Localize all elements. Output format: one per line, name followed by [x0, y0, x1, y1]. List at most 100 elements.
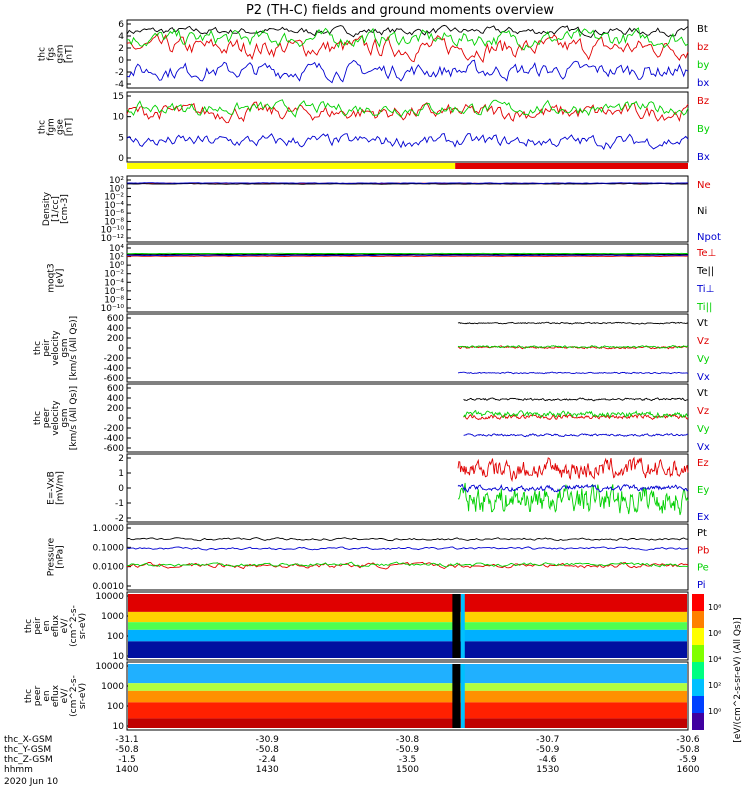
y-tick-label: 10⁻⁴ — [104, 201, 124, 211]
spectrogram-gap — [460, 664, 465, 728]
colorbar-segment — [692, 662, 704, 679]
panel-fgs: 6 4 2 0 -2 -4 thc fgs gsm [nT] Bt bz by bx — [38, 19, 709, 90]
legend-Npot: Npot — [697, 232, 721, 243]
legend-by: by — [697, 60, 709, 71]
y-tick-label: 0.1000 — [93, 543, 125, 553]
y-tick-label: 10⁻⁸ — [104, 217, 124, 227]
series-line-Vx — [458, 371, 689, 375]
y-axis-label: eflux — [51, 684, 61, 707]
y-tick-label: 1.0000 — [93, 524, 125, 534]
series-line-Vt — [463, 397, 688, 402]
panel-frame — [126, 243, 689, 313]
y-axis-label: peir — [42, 339, 52, 357]
mode-bar-fast — [455, 163, 688, 169]
y-tick-label: 6 — [118, 20, 124, 30]
series-line-Pt — [126, 537, 689, 542]
y-axis-label: velocity — [51, 400, 61, 436]
xaxis-value: 1530 — [536, 765, 559, 775]
y-tick-label: 10⁻⁴ — [104, 278, 124, 288]
spectrogram-gap — [452, 664, 461, 728]
y-tick-label: 600 — [107, 384, 124, 394]
y-tick-label: 15 — [113, 92, 124, 102]
y-tick-label: 10⁰ — [109, 184, 124, 194]
spectrogram-band — [128, 690, 687, 703]
spectrogram-band — [128, 611, 687, 623]
series-line-by — [126, 27, 689, 51]
spectrogram-band — [128, 718, 687, 728]
legend-Ne: Ne — [697, 180, 711, 191]
y-axis-label: en — [42, 690, 52, 701]
legend-Bx: Bx — [697, 152, 710, 163]
y-tick-label: -2 — [115, 68, 124, 78]
legend-bz: bz — [697, 42, 709, 53]
colorbar-segment — [692, 645, 704, 662]
legend-Pb: Pb — [697, 545, 709, 556]
y-axis-label: thc — [38, 120, 48, 134]
legend-Pi: Pi — [697, 580, 706, 591]
colorbar-segment — [692, 611, 704, 628]
y-axis-label: peer — [33, 685, 43, 706]
xaxis-value: -31.1 — [115, 735, 138, 745]
series-line-Vz — [463, 413, 689, 421]
date-label: 2020 Jun 10 — [4, 777, 58, 787]
y-axis-label: gsm — [56, 44, 66, 63]
spectrogram-gap — [460, 594, 465, 658]
y-axis-label: [nPa] — [56, 545, 66, 568]
legend-Ni: Ni — [697, 206, 707, 217]
y-axis-label: [nT] — [65, 45, 75, 63]
y-tick-label: -4 — [115, 80, 124, 90]
y-tick-label: 10⁻² — [104, 270, 124, 280]
panel-frame — [126, 383, 689, 453]
series-line-Te|| — [126, 253, 689, 256]
xaxis-value: -30.6 — [676, 735, 700, 745]
y-tick-label: 200 — [107, 404, 124, 414]
y-axis-label: eflux — [51, 614, 61, 637]
y-axis-label: Density — [42, 191, 52, 226]
series-line-Pe — [127, 561, 689, 568]
colorbar-tick: 10⁶ — [708, 629, 721, 638]
xaxis-value: -30.7 — [536, 735, 559, 745]
y-tick-label: -1 — [115, 499, 124, 509]
series-line-bx — [126, 59, 689, 84]
y-axis-label: (cm^2-s- — [69, 605, 79, 647]
y-axis-label: [km/s (All Qs)] — [69, 386, 79, 450]
xaxis-value: -3.5 — [399, 755, 417, 765]
legend-Te⊥: Te⊥ — [696, 248, 716, 259]
legend-Vy: Vy — [697, 424, 710, 435]
y-tick-label: 10⁻⁸ — [104, 295, 124, 305]
colorbar-segment — [692, 628, 704, 645]
legend-By: By — [697, 124, 710, 135]
y-axis-label: gse — [56, 119, 66, 135]
y-tick-label: 1000 — [101, 612, 124, 622]
series-line-bz — [126, 33, 689, 64]
legend-Ey: Ey — [697, 485, 709, 496]
y-tick-label: -200 — [104, 424, 125, 434]
series-line-Ti|| — [126, 252, 688, 255]
xaxis-value: 1400 — [116, 765, 139, 775]
y-tick-label: 1000 — [101, 682, 124, 692]
y-tick-label: 100 — [107, 702, 124, 712]
xaxis-row-label: hhmm — [4, 765, 33, 775]
panel-fgm: 15 10 5 0 thc fgm gse [nT] Bz By Bx — [38, 91, 710, 164]
xaxis-value: -30.8 — [396, 735, 420, 745]
xaxis-value: -2.4 — [258, 755, 276, 765]
legend-Vz: Vz — [697, 406, 709, 417]
panel-frame — [126, 523, 689, 591]
colorbar-segment — [692, 713, 704, 730]
xaxis-value: -30.9 — [256, 735, 280, 745]
series-line-Bt — [126, 24, 689, 39]
colorbar-segment — [692, 679, 704, 696]
y-tick-label: 10⁻¹⁰ — [101, 304, 125, 314]
legend-Ex: Ex — [697, 512, 709, 523]
series-line-Ni — [126, 183, 689, 185]
y-tick-label: 400 — [107, 324, 124, 334]
y-axis-label: [cm-3] — [60, 194, 70, 224]
y-axis-label: eV/ — [60, 618, 70, 634]
y-tick-label: -600 — [104, 374, 125, 384]
y-axis-label: gsm — [60, 408, 70, 427]
xaxis-value: 1500 — [396, 765, 419, 775]
series-line-Vy — [457, 344, 689, 349]
y-axis-label: thc — [38, 47, 48, 61]
y-axis-label: Pressure — [47, 537, 57, 576]
